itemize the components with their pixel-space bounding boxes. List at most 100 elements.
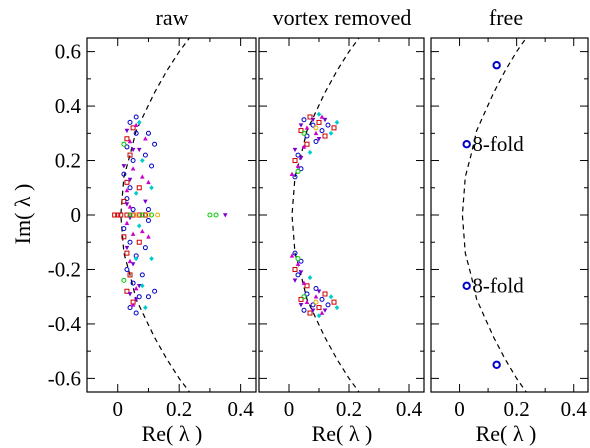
data-point <box>319 310 325 315</box>
reference-curve <box>291 38 360 392</box>
data-point <box>301 294 307 300</box>
data-point <box>124 144 130 150</box>
data-point <box>313 130 319 136</box>
data-point <box>121 226 127 232</box>
data-point <box>292 174 298 180</box>
data-point <box>316 111 322 117</box>
data-point <box>127 292 133 297</box>
data-point <box>115 212 121 218</box>
data-point <box>319 114 325 119</box>
data-point <box>313 125 319 131</box>
data-point <box>130 166 136 171</box>
data-point <box>124 128 130 134</box>
data-point <box>124 220 130 225</box>
data-point <box>307 149 313 155</box>
data-point <box>145 294 151 300</box>
data-point <box>133 130 139 136</box>
data-point <box>140 228 145 234</box>
y-tick-label: 0.6 <box>55 40 81 64</box>
data-point <box>145 130 151 136</box>
data-point <box>127 272 133 278</box>
data-point <box>127 212 133 218</box>
data-point <box>304 133 310 139</box>
data-point <box>136 284 142 289</box>
panel-raw-xlabel: Re( λ ) <box>142 421 203 446</box>
data-point <box>124 196 130 202</box>
data-point <box>292 158 298 164</box>
data-point <box>331 299 337 305</box>
reference-curve <box>120 38 191 392</box>
data-point <box>124 250 130 256</box>
data-point <box>295 168 301 174</box>
data-point <box>322 308 328 313</box>
data-point <box>313 138 319 144</box>
data-point <box>292 278 298 283</box>
data-point <box>313 294 319 299</box>
data-point <box>310 117 316 123</box>
data-point <box>139 212 145 218</box>
data-point <box>492 360 501 369</box>
data-point <box>136 212 142 218</box>
y-tick-label: 0.2 <box>55 149 81 173</box>
data-point <box>295 163 301 168</box>
data-point <box>325 122 331 128</box>
data-point <box>130 158 136 164</box>
data-point <box>152 141 158 147</box>
data-point <box>316 289 322 294</box>
data-point <box>130 231 136 236</box>
data-point <box>130 280 136 286</box>
data-point <box>124 187 130 193</box>
data-point <box>304 291 310 297</box>
data-point <box>307 310 313 316</box>
data-point <box>140 283 145 289</box>
data-point <box>127 305 133 311</box>
data-point <box>322 133 328 139</box>
data-point <box>142 212 148 218</box>
x-tick-label: 0 <box>284 397 295 421</box>
data-point <box>127 204 133 209</box>
data-point <box>146 179 151 185</box>
data-point <box>298 258 304 264</box>
data-point <box>213 212 219 218</box>
data-point <box>316 136 322 142</box>
data-point <box>140 174 145 179</box>
x-tick-label: 0.4 <box>228 397 255 421</box>
data-point <box>149 212 155 218</box>
data-point <box>322 117 328 123</box>
data-point <box>307 114 313 120</box>
x-tick-label: 0 <box>454 397 465 421</box>
data-point <box>316 313 322 319</box>
data-point <box>127 185 133 191</box>
data-point <box>124 266 130 272</box>
data-point <box>124 212 130 218</box>
data-point <box>304 283 310 289</box>
data-point <box>139 272 145 278</box>
data-point <box>136 294 142 300</box>
data-point <box>149 185 154 191</box>
data-point <box>313 299 319 305</box>
data-point <box>301 144 307 149</box>
plot-frame <box>258 37 425 393</box>
data-point <box>328 294 334 300</box>
data-point <box>149 256 154 262</box>
data-point <box>133 114 139 120</box>
data-point <box>298 156 304 161</box>
data-point <box>301 280 307 285</box>
data-point <box>334 305 340 311</box>
data-point <box>124 179 130 185</box>
x-tick-label: 0.4 <box>561 397 588 421</box>
data-point <box>130 212 136 218</box>
data-point <box>313 286 319 292</box>
data-point <box>121 234 127 240</box>
x-tick-label: 0.4 <box>396 397 423 421</box>
figure-y-axis-label: Im( λ ) <box>10 184 35 245</box>
data-point <box>462 140 471 149</box>
data-point <box>298 303 304 308</box>
data-point <box>462 281 471 290</box>
data-point <box>304 125 310 130</box>
x-tick-label: 0.2 <box>504 397 530 421</box>
data-point <box>152 288 158 294</box>
data-point <box>292 266 298 272</box>
data-point <box>127 177 133 183</box>
